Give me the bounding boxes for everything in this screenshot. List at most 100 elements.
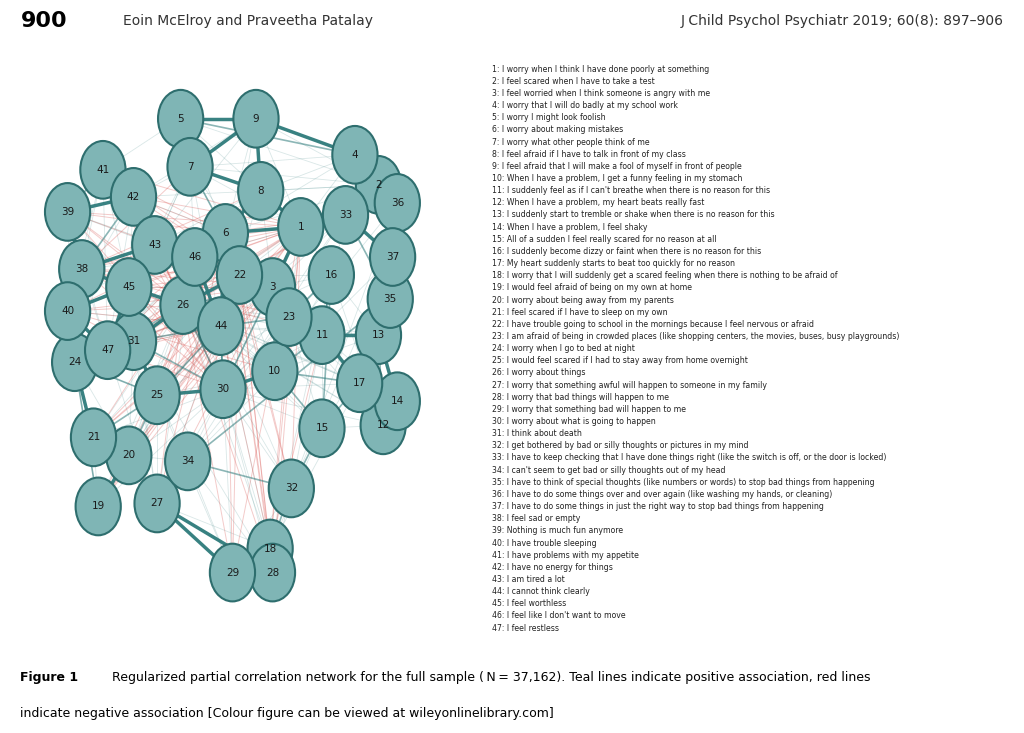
Circle shape — [309, 246, 354, 304]
Text: 8: 8 — [257, 186, 264, 196]
Text: 1: 1 — [297, 222, 304, 232]
Circle shape — [279, 198, 324, 256]
Text: 32: 32 — [285, 483, 298, 493]
Circle shape — [299, 306, 344, 364]
Circle shape — [165, 432, 210, 490]
Text: 900: 900 — [20, 10, 68, 31]
Circle shape — [161, 276, 206, 334]
Text: 5: 5 — [177, 114, 184, 124]
Circle shape — [233, 90, 279, 147]
Circle shape — [85, 321, 130, 379]
Circle shape — [76, 478, 121, 535]
Text: 40: 40 — [61, 306, 74, 316]
Circle shape — [59, 240, 104, 298]
Text: 11: 11 — [315, 330, 329, 340]
Text: indicate negative association [Colour figure can be viewed at wileyonlinelibrary: indicate negative association [Colour fi… — [20, 707, 554, 721]
Circle shape — [252, 342, 297, 400]
Text: 12: 12 — [377, 420, 390, 430]
Circle shape — [134, 474, 179, 532]
Circle shape — [80, 141, 126, 199]
Circle shape — [299, 399, 344, 457]
Circle shape — [248, 520, 293, 578]
Text: 35: 35 — [384, 294, 397, 304]
Text: 3: 3 — [269, 282, 275, 292]
Circle shape — [158, 90, 203, 147]
Text: 31: 31 — [127, 336, 140, 346]
Circle shape — [106, 427, 152, 485]
Circle shape — [266, 288, 311, 346]
Text: 4: 4 — [351, 150, 358, 160]
Text: 36: 36 — [391, 198, 403, 208]
Circle shape — [368, 270, 413, 328]
Circle shape — [217, 246, 262, 304]
Text: 17: 17 — [353, 378, 367, 388]
Text: 37: 37 — [386, 252, 399, 262]
Text: 7: 7 — [186, 162, 194, 172]
Circle shape — [201, 361, 246, 418]
Text: 28: 28 — [266, 567, 280, 578]
Text: 13: 13 — [372, 330, 385, 340]
Circle shape — [337, 354, 382, 412]
Text: 16: 16 — [325, 270, 338, 280]
Text: 38: 38 — [75, 264, 88, 274]
Text: 6: 6 — [222, 228, 228, 238]
Circle shape — [268, 460, 314, 517]
Circle shape — [134, 366, 179, 424]
Circle shape — [168, 138, 213, 196]
Circle shape — [203, 204, 248, 262]
Text: 42: 42 — [127, 192, 140, 202]
Circle shape — [360, 397, 406, 454]
Text: 20: 20 — [122, 450, 135, 460]
Circle shape — [71, 408, 116, 466]
Text: Eoin McElroy and Praveetha Patalay: Eoin McElroy and Praveetha Patalay — [123, 13, 373, 28]
Text: Figure 1: Figure 1 — [20, 671, 79, 684]
Text: 41: 41 — [96, 165, 110, 175]
Text: 14: 14 — [391, 397, 403, 406]
Text: 44: 44 — [214, 321, 227, 331]
Text: 46: 46 — [188, 252, 202, 262]
Circle shape — [323, 186, 368, 244]
Circle shape — [375, 372, 420, 430]
Text: 43: 43 — [148, 240, 162, 250]
Circle shape — [250, 258, 295, 316]
Text: 33: 33 — [339, 210, 352, 220]
Circle shape — [106, 258, 152, 316]
Text: 47: 47 — [101, 345, 115, 356]
Circle shape — [45, 183, 90, 240]
Circle shape — [250, 544, 295, 601]
Circle shape — [356, 156, 401, 214]
Text: 22: 22 — [232, 270, 246, 280]
Text: J Child Psychol Psychiatr 2019; 60(8): 897–906: J Child Psychol Psychiatr 2019; 60(8): 8… — [681, 13, 1004, 28]
Circle shape — [370, 228, 415, 286]
Circle shape — [111, 312, 156, 370]
Text: 30: 30 — [216, 384, 229, 394]
Circle shape — [239, 162, 284, 220]
Text: 15: 15 — [315, 423, 329, 433]
Text: 29: 29 — [226, 567, 239, 578]
Text: 19: 19 — [91, 501, 104, 512]
Text: Regularized partial correlation network for the full sample ( N = 37,162). Teal : Regularized partial correlation network … — [112, 671, 870, 684]
Text: 45: 45 — [122, 282, 135, 292]
Text: 21: 21 — [87, 432, 100, 442]
Circle shape — [172, 228, 217, 286]
Text: 34: 34 — [181, 457, 195, 466]
Text: 10: 10 — [268, 366, 282, 376]
Circle shape — [375, 174, 420, 232]
Text: 27: 27 — [151, 498, 164, 509]
Text: 25: 25 — [151, 390, 164, 400]
Text: 26: 26 — [176, 300, 189, 310]
Text: 2: 2 — [375, 180, 382, 190]
Text: 18: 18 — [263, 543, 276, 553]
Circle shape — [356, 306, 401, 364]
Circle shape — [132, 216, 177, 274]
Circle shape — [111, 168, 156, 226]
Text: 1: I worry when I think I have done poorly at something
2: I feel scared when I : 1: I worry when I think I have done poor… — [492, 65, 899, 633]
Text: 39: 39 — [61, 207, 74, 217]
Text: 24: 24 — [68, 357, 81, 367]
Text: 9: 9 — [253, 114, 259, 124]
Circle shape — [198, 298, 244, 355]
Circle shape — [45, 282, 90, 340]
Text: 23: 23 — [283, 312, 296, 322]
Circle shape — [52, 334, 97, 391]
Circle shape — [333, 126, 378, 184]
